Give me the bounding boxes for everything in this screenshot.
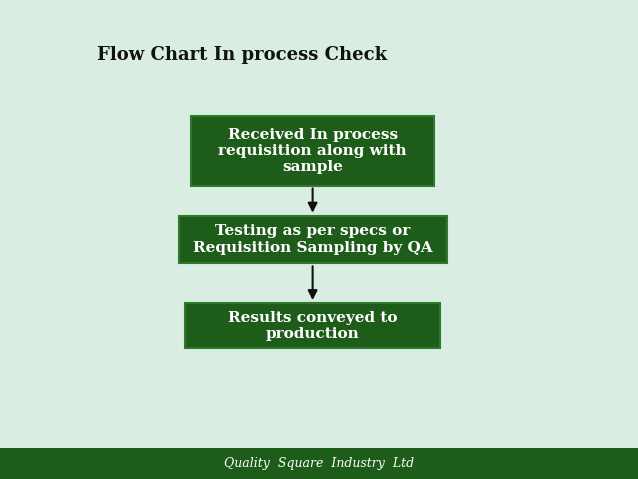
FancyBboxPatch shape — [179, 216, 447, 263]
FancyBboxPatch shape — [191, 116, 434, 185]
FancyBboxPatch shape — [185, 303, 440, 349]
Text: Quality  Square  Industry  Ltd: Quality Square Industry Ltd — [224, 457, 414, 470]
Text: Results conveyed to
production: Results conveyed to production — [228, 310, 397, 341]
Bar — [0, 448, 638, 479]
Text: Flow Chart In process Check: Flow Chart In process Check — [98, 46, 387, 64]
Text: Testing as per specs or
Requisition Sampling by QA: Testing as per specs or Requisition Samp… — [193, 224, 433, 255]
Text: Received In process
requisition along with
sample: Received In process requisition along wi… — [218, 128, 407, 174]
